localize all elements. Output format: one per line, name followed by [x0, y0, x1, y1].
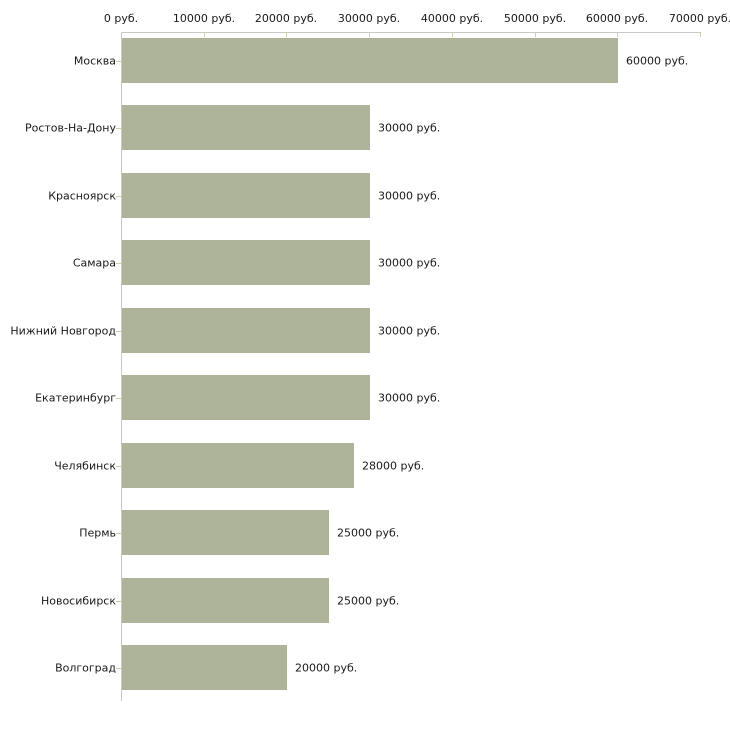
- city-label: Красноярск: [48, 189, 116, 203]
- value-label: 30000 руб.: [378, 189, 441, 203]
- x-axis-tick-label: 10000 руб.: [172, 12, 236, 25]
- bar: [122, 578, 329, 623]
- city-label: Самара: [72, 256, 116, 270]
- value-label: 25000 руб.: [337, 526, 400, 540]
- value-label: 28000 руб.: [362, 459, 425, 473]
- bar: [122, 38, 618, 83]
- city-label: Пермь: [79, 526, 116, 540]
- x-axis-tick-label: 30000 руб.: [337, 12, 401, 25]
- x-axis-line: [121, 32, 700, 33]
- value-label: 60000 руб.: [626, 54, 689, 68]
- x-axis-tick: [121, 32, 122, 37]
- category-tick: [116, 263, 121, 264]
- value-label: 20000 руб.: [295, 661, 358, 675]
- x-axis-tick-label: 50000 руб.: [503, 12, 567, 25]
- category-tick: [116, 668, 121, 669]
- value-label: 30000 руб.: [378, 121, 441, 135]
- city-label: Ростов-На-Дону: [24, 121, 116, 135]
- city-label: Новосибирск: [40, 594, 116, 608]
- value-label: 30000 руб.: [378, 256, 441, 270]
- x-axis-tick-label: 60000 руб.: [585, 12, 649, 25]
- x-axis-tick: [286, 32, 287, 37]
- x-axis-tick: [452, 32, 453, 37]
- x-axis-tick: [204, 32, 205, 37]
- x-axis-tick: [617, 32, 618, 37]
- bar: [122, 510, 329, 555]
- x-axis-tick-label: 0 руб.: [103, 12, 139, 25]
- bar: [122, 240, 370, 285]
- bar: [122, 105, 370, 150]
- x-axis-tick-label: 70000 руб.: [668, 12, 730, 25]
- x-axis-tick-label: 40000 руб.: [420, 12, 484, 25]
- category-tick: [116, 331, 121, 332]
- category-tick: [116, 196, 121, 197]
- category-tick: [116, 128, 121, 129]
- city-label: Екатеринбург: [35, 391, 116, 405]
- city-label: Волгоград: [55, 661, 116, 675]
- x-axis-tick: [369, 32, 370, 37]
- value-label: 30000 руб.: [378, 391, 441, 405]
- x-axis-tick: [535, 32, 536, 37]
- x-axis-tick: [700, 32, 701, 37]
- bar: [122, 308, 370, 353]
- bar: [122, 375, 370, 420]
- category-tick: [116, 61, 121, 62]
- bar: [122, 645, 287, 690]
- value-label: 30000 руб.: [378, 324, 441, 338]
- y-axis-line: [121, 32, 122, 701]
- city-label: Москва: [73, 54, 116, 68]
- city-label: Нижний Новгород: [10, 324, 116, 338]
- city-label: Челябинск: [54, 459, 116, 473]
- category-tick: [116, 601, 121, 602]
- value-label: 25000 руб.: [337, 594, 400, 608]
- x-axis-tick-label: 20000 руб.: [254, 12, 318, 25]
- category-tick: [116, 466, 121, 467]
- category-tick: [116, 533, 121, 534]
- bar: [122, 443, 354, 488]
- bar: [122, 173, 370, 218]
- category-tick: [116, 398, 121, 399]
